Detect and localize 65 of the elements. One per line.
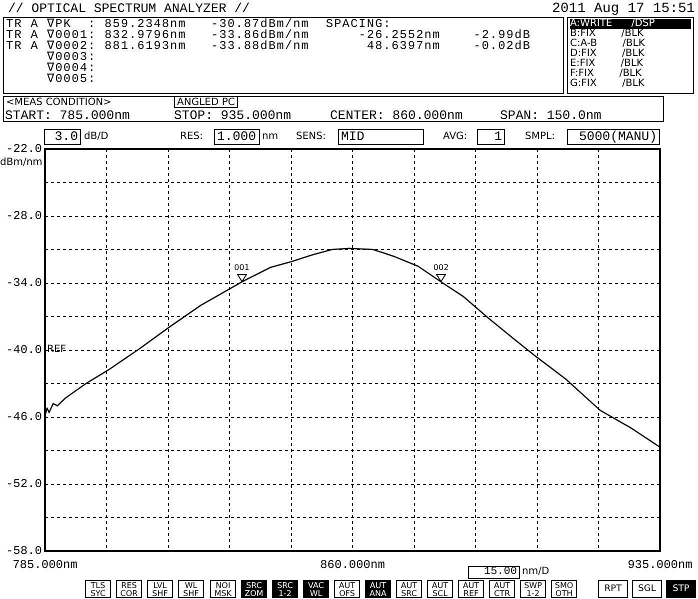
text: START: 785.000nm [5, 108, 130, 123]
text: AUT CTR [489, 580, 515, 598]
text: 2011 Aug 17 15:51 [552, 1, 695, 17]
chart-title: // OPTICAL SPECTRUM ANALYZER // [8, 1, 250, 16]
text: F:FIX /BLK [570, 68, 642, 79]
annotation: 002 [433, 262, 450, 272]
text: SWP 1-2 [520, 580, 546, 598]
text: STP [666, 580, 696, 598]
text: RES: [180, 131, 203, 142]
text: B:FIX /BLK [570, 28, 644, 39]
text: MID [338, 129, 424, 145]
text: 3.0 [44, 129, 81, 145]
text: ∇0005: [46, 72, 96, 86]
text: SRC ZOM [241, 580, 267, 598]
text: AUT SRC [396, 580, 422, 598]
text: D:FIX /BLK [570, 48, 644, 59]
annotation: REF [47, 344, 66, 355]
x-tick-label: 935.000nm [628, 558, 692, 572]
text: dB/D [84, 131, 108, 142]
text: AUT ANA [365, 580, 391, 598]
y-tick-label: -28.0 [6, 209, 42, 223]
y-tick-label: -46.0 [6, 410, 42, 424]
text: SENS: [296, 131, 326, 142]
text: E:FIX /BLK [570, 58, 644, 69]
text: 1 [477, 129, 505, 145]
y-tick-label: -40.0 [6, 343, 42, 357]
y-tick-label: -58.0 [6, 544, 42, 558]
text: ∇0003: [46, 50, 96, 64]
x-tick-label: 860.000nm [320, 558, 385, 572]
text: nm [262, 131, 278, 142]
text: 1.000 [214, 129, 260, 145]
text: STOP: 935.000nm [174, 108, 292, 123]
text: G:FIX /BLK [570, 78, 644, 89]
y-axis-title: dBm/nm [0, 157, 42, 168]
text: A:WRITE /DSP [570, 18, 691, 29]
text: RPT [598, 580, 628, 598]
text: 5000(MANU) [567, 129, 660, 145]
text: AUT SCL [427, 580, 453, 598]
text: LVL SHF [147, 580, 173, 598]
text: nm/D [522, 566, 550, 577]
text: 15.00 [468, 566, 520, 579]
text: TLS SYC [85, 580, 111, 598]
text: ∇0004: [46, 61, 96, 75]
text: SMO OTH [551, 580, 577, 598]
annotation: 001 [234, 262, 250, 272]
text: C:A-B /BLK [570, 38, 645, 49]
text: VAC WL [303, 580, 329, 598]
y-tick-label: -34.0 [6, 276, 42, 290]
text: AUT REF [458, 580, 484, 598]
text: RES COR [116, 580, 142, 598]
text: SPAN: 150.0nm [500, 108, 602, 123]
text: NOI MSK [210, 580, 236, 598]
text: AVG: [443, 131, 468, 142]
y-tick-label: -22.0 [6, 142, 42, 156]
text: AUT OFS [334, 580, 360, 598]
text: WL SHF [178, 580, 204, 598]
text: CENTER: 860.000nm [330, 108, 463, 123]
text: TR A ∇0002: 881.6193nm -33.88dBm/nm 48.6397nm -0.02dB [6, 39, 531, 53]
text: <MEAS CONDITION> [6, 97, 112, 108]
y-tick-label: -52.0 [6, 477, 42, 491]
text: SGL [632, 580, 662, 598]
text: ANGLED PC [174, 96, 238, 108]
text: SRC 1-2 [272, 580, 298, 598]
x-tick-label: 785.000nm [12, 558, 78, 572]
text: SMPL: [525, 131, 555, 142]
